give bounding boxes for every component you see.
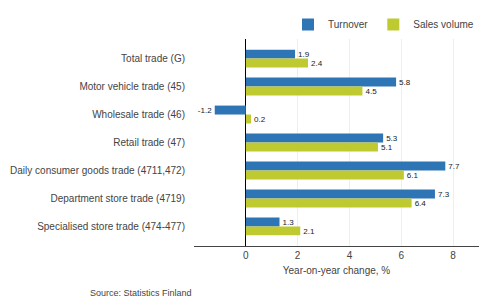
svg-text:7.7: 7.7	[448, 162, 460, 171]
svg-text:6.4: 6.4	[415, 199, 427, 208]
svg-text:0.2: 0.2	[254, 115, 266, 124]
svg-text:Total trade (G): Total trade (G)	[121, 53, 185, 64]
svg-text:2: 2	[295, 250, 301, 261]
svg-text:6.1: 6.1	[407, 171, 419, 180]
svg-text:5.1: 5.1	[381, 143, 393, 152]
svg-text:Turnover: Turnover	[328, 19, 368, 30]
svg-text:0: 0	[243, 250, 249, 261]
svg-text:6: 6	[398, 250, 404, 261]
svg-text:Sales volume: Sales volume	[413, 19, 473, 30]
svg-text:5.8: 5.8	[399, 78, 411, 87]
svg-text:2.4: 2.4	[311, 59, 323, 68]
svg-text:Year-on-year change, %: Year-on-year change, %	[283, 265, 391, 276]
svg-text:4.5: 4.5	[365, 87, 377, 96]
svg-text:Daily consumer goods trade (47: Daily consumer goods trade (4711,472)	[10, 165, 185, 176]
svg-text:5.3: 5.3	[386, 134, 398, 143]
svg-text:1.9: 1.9	[298, 50, 310, 59]
svg-text:1.3: 1.3	[283, 218, 295, 227]
svg-text:Department store trade (4719): Department store trade (4719)	[50, 193, 185, 204]
svg-text:Retail trade (47): Retail trade (47)	[113, 137, 185, 148]
svg-text:8: 8	[450, 250, 456, 261]
svg-text:-1.2: -1.2	[198, 106, 212, 115]
svg-text:Source: Statistics Finland: Source: Statistics Finland	[90, 288, 192, 298]
svg-text:7.3: 7.3	[438, 190, 450, 199]
svg-text:4: 4	[347, 250, 353, 261]
svg-text:Specialised store trade (474-4: Specialised store trade (474-477)	[37, 221, 185, 232]
svg-text:2.1: 2.1	[303, 227, 315, 236]
svg-text:Motor vehicle trade (45): Motor vehicle trade (45)	[79, 81, 185, 92]
svg-text:Wholesale trade (46): Wholesale trade (46)	[92, 109, 185, 120]
